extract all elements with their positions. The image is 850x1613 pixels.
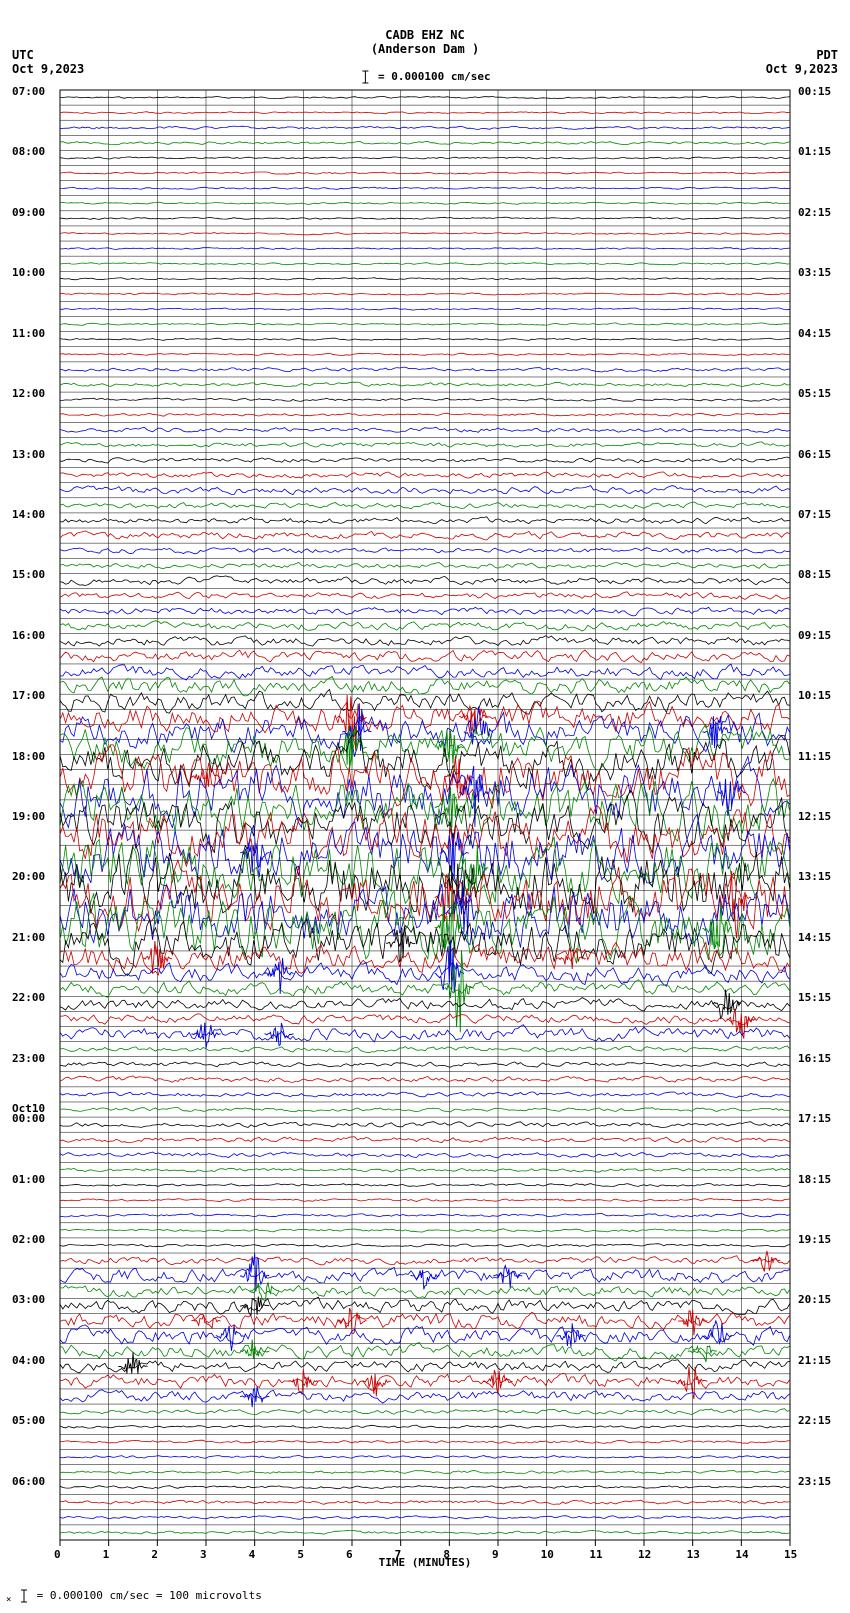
right-hour-label: 18:15 [798,1173,831,1186]
x-minute-label: 4 [249,1548,256,1561]
left-hour-label: 02:00 [12,1233,45,1246]
x-minute-label: 10 [541,1548,554,1561]
right-hour-label: 23:15 [798,1475,831,1488]
x-minute-label: 9 [492,1548,499,1561]
left-hour-label: 11:00 [12,327,45,340]
x-minute-label: 0 [54,1548,61,1561]
left-hour-label: 18:00 [12,750,45,763]
left-hour-label: 15:00 [12,568,45,581]
right-hour-label: 20:15 [798,1293,831,1306]
right-hour-label: 05:15 [798,387,831,400]
left-hour-label: 16:00 [12,629,45,642]
left-hour-label: 03:00 [12,1293,45,1306]
right-hour-label: 09:15 [798,629,831,642]
right-hour-label: 08:15 [798,568,831,581]
right-hour-label: 13:15 [798,870,831,883]
left-hour-label: 01:00 [12,1173,45,1186]
right-hour-label: 11:15 [798,750,831,763]
left-hour-label: 22:00 [12,991,45,1004]
seismogram-plot [0,0,850,1613]
x-minute-label: 6 [346,1548,353,1561]
right-hour-label: 14:15 [798,931,831,944]
left-hour-label: 07:00 [12,85,45,98]
right-hour-label: 22:15 [798,1414,831,1427]
right-hour-label: 06:15 [798,448,831,461]
footer-scale: × = 0.000100 cm/sec = 100 microvolts [6,1589,262,1605]
right-hour-label: 00:15 [798,85,831,98]
left-hour-label: 00:00 [12,1112,45,1125]
xaxis-title: TIME (MINUTES) [379,1556,472,1569]
x-minute-label: 15 [784,1548,797,1561]
right-hour-label: 03:15 [798,266,831,279]
left-hour-label: 06:00 [12,1475,45,1488]
right-hour-label: 19:15 [798,1233,831,1246]
x-minute-label: 1 [103,1548,110,1561]
left-hour-label: 20:00 [12,870,45,883]
x-minute-label: 5 [297,1548,304,1561]
right-hour-label: 04:15 [798,327,831,340]
x-minute-label: 3 [200,1548,207,1561]
right-hour-label: 01:15 [798,145,831,158]
right-hour-label: 07:15 [798,508,831,521]
left-hour-label: 17:00 [12,689,45,702]
x-minute-label: 2 [151,1548,158,1561]
right-hour-label: 10:15 [798,689,831,702]
x-minute-label: 11 [589,1548,602,1561]
left-hour-label: 14:00 [12,508,45,521]
right-hour-label: 12:15 [798,810,831,823]
left-hour-label: 04:00 [12,1354,45,1367]
left-hour-label: 09:00 [12,206,45,219]
x-minute-label: 13 [687,1548,700,1561]
left-hour-label: 12:00 [12,387,45,400]
left-hour-label: 23:00 [12,1052,45,1065]
x-minute-label: 14 [735,1548,748,1561]
x-minute-label: 12 [638,1548,651,1561]
left-hour-label: 08:00 [12,145,45,158]
right-hour-label: 17:15 [798,1112,831,1125]
left-hour-label: 19:00 [12,810,45,823]
right-hour-label: 21:15 [798,1354,831,1367]
right-hour-label: 15:15 [798,991,831,1004]
left-hour-label: 10:00 [12,266,45,279]
left-hour-label: 05:00 [12,1414,45,1427]
right-hour-label: 02:15 [798,206,831,219]
seismogram-container: CADB EHZ NC (Anderson Dam ) = 0.000100 c… [0,0,850,1613]
left-hour-label: 21:00 [12,931,45,944]
left-hour-label: 13:00 [12,448,45,461]
right-hour-label: 16:15 [798,1052,831,1065]
